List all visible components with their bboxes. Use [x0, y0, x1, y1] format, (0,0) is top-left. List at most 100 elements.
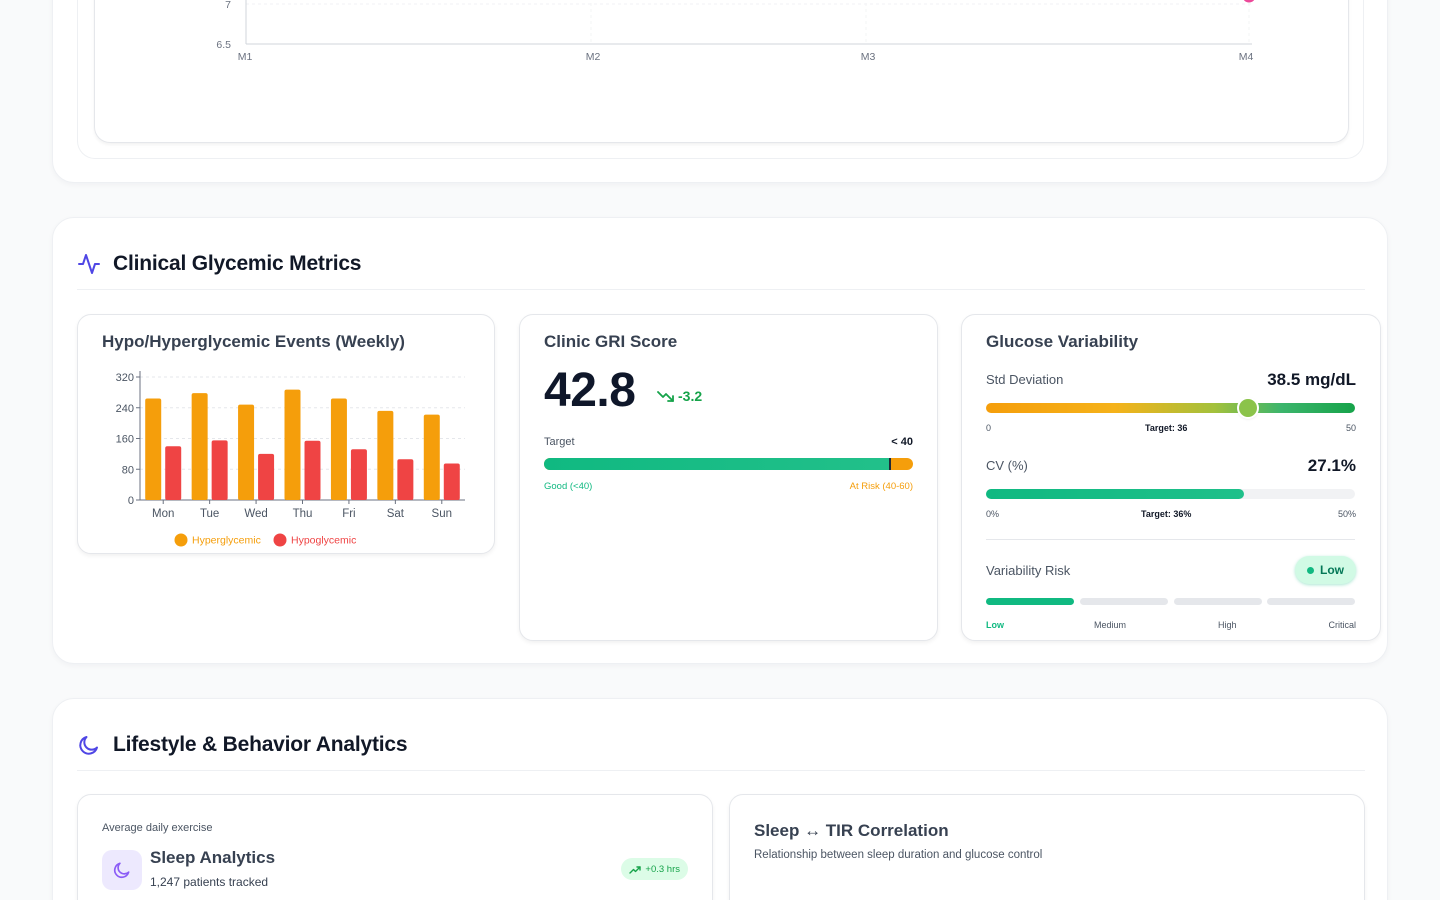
- gri-card: Clinic GRI Score 42.8 -3.2 Target < 40 G…: [519, 314, 938, 641]
- gri-delta-value: -3.2: [678, 388, 703, 404]
- variability-risk-badge: Low: [1295, 556, 1356, 584]
- std-dev-target: Target: 36: [1145, 423, 1188, 433]
- y-tick-label: 0: [128, 495, 134, 507]
- std-dev-gauge-marker: [1238, 399, 1257, 417]
- gri-target-value: < 40: [891, 436, 913, 448]
- x-tick-label: Tue: [200, 508, 219, 520]
- risk-badge-label: Low: [1320, 563, 1344, 577]
- bar-hypoglycemic: [350, 449, 367, 500]
- events-card: Hypo/Hyperglycemic Events (Weekly) 0 80 16…: [77, 314, 495, 554]
- bar-hypoglycemic: [397, 459, 414, 500]
- correlation-title: Sleep ↔ TIR Correlation: [754, 821, 949, 840]
- std-dev-value: 38.5 mg/dL: [1267, 370, 1356, 389]
- data-point: [1243, 0, 1255, 3]
- y-tick-label: 7: [225, 0, 231, 11]
- x-tick-label: Mon: [152, 508, 174, 520]
- risk-segment-critical: [1267, 598, 1355, 605]
- events-bar-chart: 0 80 160 240 320 Mon Tue Wed Thu Fri Sat Sun Hypergl…: [116, 371, 465, 547]
- x-tick-label: M2: [586, 51, 601, 63]
- gri-target-label: Target: [544, 436, 575, 448]
- lifestyle-section: Lifestyle & Behavior Analytics Average d…: [52, 698, 1388, 900]
- gri-progress-fill: [544, 458, 891, 470]
- sleep-badge-label: +0.3 hrs: [645, 863, 680, 875]
- std-dev-label: Std Deviation: [986, 372, 1064, 387]
- variability-card-title: Glucose Variability: [986, 332, 1139, 351]
- x-tick-label: Sat: [387, 508, 405, 520]
- bar-hyperglycemic: [377, 410, 394, 500]
- sleep-title: Sleep Analytics: [150, 848, 276, 867]
- hba1c-trend-panel: 6.577.5M1M2M3M4: [77, 0, 1364, 159]
- status-dot: [1307, 566, 1314, 574]
- divider: [986, 539, 1355, 540]
- cv-progress-fill: [986, 489, 1245, 499]
- events-card-title: Hypo/Hyperglycemic Events (Weekly): [102, 332, 405, 351]
- bar-hyperglycemic: [423, 414, 440, 500]
- risk-segment-medium: [1080, 598, 1168, 605]
- gri-delta: -3.2: [657, 388, 702, 404]
- y-tick-label: 6.5: [216, 39, 231, 51]
- risk-level-low: Low: [986, 620, 1004, 630]
- gri-score-value: 42.8: [544, 364, 636, 417]
- variability-risk-label: Variability Risk: [986, 563, 1071, 578]
- cv-progress-bar: [986, 489, 1355, 499]
- cv-target: Target: 36%: [1141, 509, 1192, 519]
- section-title: Lifestyle & Behavior Analytics: [113, 733, 408, 756]
- x-tick-label: M1: [238, 51, 253, 63]
- sleep-analytics-card: Average daily exercise Sleep Analytics 1…: [77, 794, 713, 900]
- y-tick-label: 80: [122, 464, 134, 476]
- bar-hyperglycemic: [191, 393, 208, 500]
- section-title: Clinical Glycemic Metrics: [113, 252, 362, 275]
- gri-good-label: Good (<40): [544, 481, 593, 492]
- hba1c-line-chart-svg: 6.577.5M1M2M3M4: [216, 0, 1255, 63]
- bar-hyperglycemic: [330, 398, 347, 500]
- risk-segment-low: [986, 598, 1074, 605]
- std-dev-min: 0: [986, 423, 992, 433]
- clinical-metrics-section: Clinical Glycemic Metrics Hypo/Hyperglyc…: [52, 217, 1388, 664]
- bar-hypoglycemic: [258, 453, 275, 500]
- std-dev-max: 50: [1345, 423, 1356, 433]
- cv-value: 27.1%: [1307, 456, 1356, 475]
- glucose-variability-card: Glucose Variability Std Deviation 38.5 m…: [961, 314, 1381, 641]
- bar-hypoglycemic: [211, 440, 228, 500]
- legend-label: Hyperglycemic: [192, 535, 261, 547]
- bar-hypoglycemic: [443, 463, 460, 500]
- std-dev-gauge: [986, 399, 1355, 417]
- bar-hyperglycemic: [238, 404, 255, 500]
- gri-card-title: Clinic GRI Score: [544, 332, 678, 351]
- sleep-tir-correlation-card: Sleep ↔ TIR Correlation Relationship bet…: [729, 794, 1365, 900]
- risk-segment-high: [1174, 598, 1262, 605]
- bar-hypoglycemic: [165, 446, 182, 500]
- hba1c-trend-section: 6.577.5M1M2M3M4: [52, 0, 1388, 183]
- y-tick-label: 320: [116, 372, 134, 384]
- y-tick-label: 240: [116, 403, 134, 415]
- x-tick-label: Sun: [432, 508, 452, 520]
- correlation-subtitle: Relationship between sleep duration and …: [754, 849, 1043, 861]
- x-tick-label: M3: [861, 51, 876, 63]
- legend-label: Hypoglycemic: [291, 535, 356, 547]
- sleep-subtitle: 1,247 patients tracked: [150, 875, 269, 889]
- trending-down-icon: [657, 391, 674, 402]
- risk-level-medium: Medium: [1094, 620, 1127, 630]
- moon-icon: [79, 736, 98, 755]
- risk-level-critical: Critical: [1328, 620, 1356, 630]
- moon-icon: [113, 862, 130, 879]
- x-tick-label: Thu: [293, 508, 313, 520]
- cv-max: 50%: [1337, 509, 1356, 519]
- cv-label: CV (%): [986, 458, 1028, 473]
- activity-icon: [78, 254, 100, 274]
- lifestyle-section-header: Lifestyle & Behavior Analytics: [77, 733, 1365, 771]
- bar-hyperglycemic: [284, 389, 301, 500]
- sleep-caption: Average daily exercise: [102, 822, 213, 834]
- gri-risk-label: At Risk (40-60): [849, 481, 913, 492]
- x-tick-label: Fri: [342, 508, 355, 520]
- sleep-change-badge: +0.3 hrs: [621, 858, 688, 880]
- bar-hyperglycemic: [145, 398, 162, 500]
- hba1c-line-chart: 6.577.5M1M2M3M4: [94, 0, 1349, 143]
- gri-progress-bar: [544, 458, 913, 470]
- risk-level-high: High: [1218, 620, 1237, 630]
- clinical-section-header: Clinical Glycemic Metrics: [77, 252, 1365, 290]
- trending-up-icon: [629, 865, 642, 874]
- y-tick-label: 160: [116, 434, 134, 446]
- gri-progress-marker: [888, 458, 891, 470]
- cv-min: 0%: [986, 509, 1000, 519]
